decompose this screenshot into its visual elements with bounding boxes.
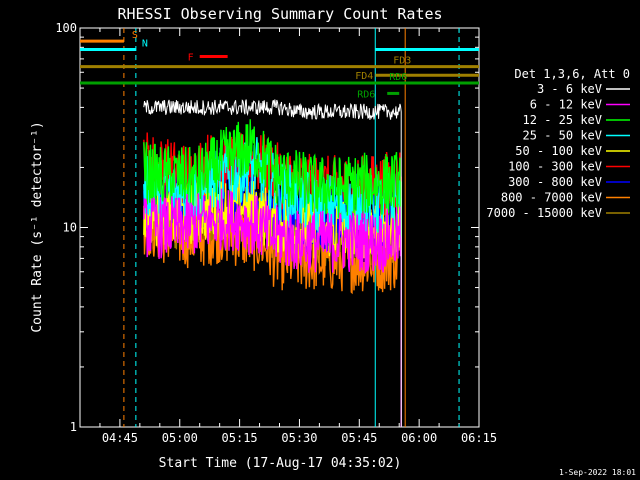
legend-label: 50 - 100 keV [515,144,602,158]
flag-label: N [142,39,148,50]
x-tick-label: 04:45 [102,431,138,445]
flag-label: RD6 [389,72,407,83]
x-tick-label: 05:15 [222,431,258,445]
x-tick-label: 06:00 [401,431,437,445]
series-line-12-25keV [143,119,402,427]
legend-label: 300 - 800 keV [508,175,602,189]
legend-label: 6 - 12 keV [530,98,602,112]
flag-label: F [188,52,194,63]
flag-label: S [132,30,138,41]
x-tick-label: 05:45 [341,431,377,445]
y-axis-label: Count Rate (s⁻¹ detector⁻¹) [30,121,45,332]
x-tick-label: 06:15 [461,431,497,445]
legend-label: 3 - 6 keV [537,82,602,96]
legend-label: 800 - 7000 keV [501,191,602,205]
y-tick-label: 100 [55,21,77,35]
footer-date: 1-Sep-2022 18:01 [559,468,636,477]
legend-label: 7000 - 15000 keV [486,206,602,220]
x-tick-label: 05:00 [162,431,198,445]
y-tick-label: 10 [63,221,77,235]
flag-label: FD4 [355,71,373,82]
series-line-6-12keV [143,188,402,427]
chart-title: RHESSI Observing Summary Count Rates [117,5,442,23]
legend-label: 100 - 300 keV [508,160,602,174]
plot-area: 04:45 05:00 05:15 05:30 05:45 06:00 06:15 1 10 10… [55,21,630,445]
legend-label: 12 - 25 keV [523,113,602,127]
x-axis-label: Start Time (17-Aug-17 04:35:02) [159,456,402,471]
legend-title: Det 1,3,6, Att 0 [514,67,630,81]
flag-label: FD3 [393,56,411,67]
flag-label: RD6 [357,89,375,100]
y-tick-label: 1 [70,420,77,434]
x-tick-label: 05:30 [281,431,317,445]
legend-label: 25 - 50 keV [523,129,602,143]
series-line-3-6keV [143,99,402,427]
